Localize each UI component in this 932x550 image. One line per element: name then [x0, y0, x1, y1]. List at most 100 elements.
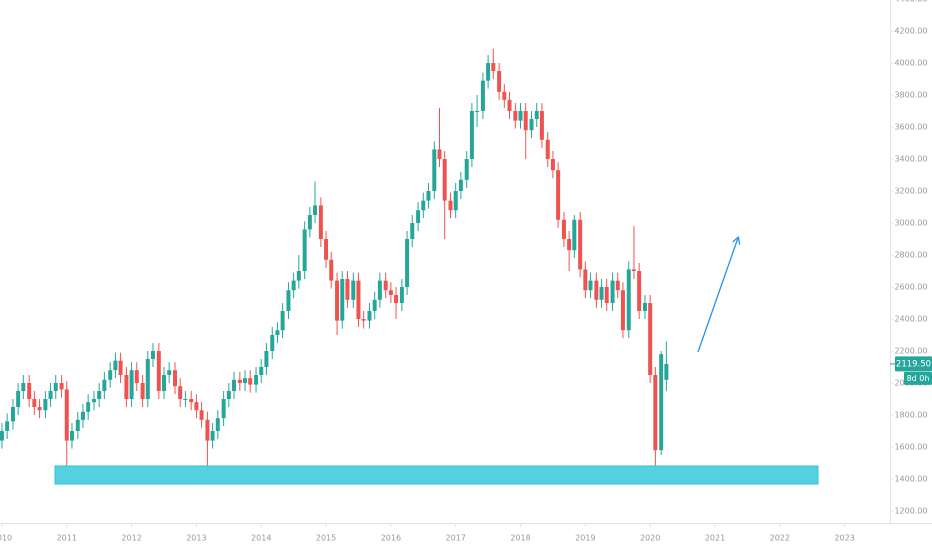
candle-body: [221, 399, 226, 419]
last-price-box: [895, 356, 932, 372]
candle-body: [405, 239, 410, 288]
y-tick-label: 1200.00: [894, 507, 927, 516]
candle-body: [469, 111, 474, 160]
candle-body: [610, 280, 615, 304]
candle-body: [161, 375, 166, 392]
countdown-label: 8d 0h: [907, 374, 930, 383]
candle-body: [145, 359, 150, 400]
candle-body: [631, 269, 636, 272]
candle-body: [243, 378, 248, 384]
candle-body: [502, 91, 507, 100]
y-tick-label: 4200.00: [894, 27, 927, 36]
candle-body: [448, 200, 453, 211]
candle-body: [237, 379, 242, 384]
candle-body: [226, 391, 231, 400]
candle-body: [5, 421, 10, 432]
candle-body: [270, 335, 275, 352]
x-tick-label: 2018: [510, 534, 530, 543]
support-zone[interactable]: [54, 465, 819, 485]
candle-body: [291, 280, 296, 291]
candle-body: [259, 367, 264, 376]
y-tick-label: 3600.00: [894, 123, 927, 132]
candle-body: [588, 280, 593, 291]
candle-body: [637, 271, 642, 312]
candle-body: [399, 287, 404, 304]
candle-body: [156, 351, 161, 392]
candle-body: [642, 303, 647, 312]
candle-body: [345, 279, 350, 300]
candle-body: [37, 407, 42, 411]
candle-body: [178, 386, 183, 400]
candle-body: [383, 280, 388, 291]
candle-body: [329, 259, 334, 281]
candles: [0, 48, 669, 480]
x-tick-label: 2015: [316, 534, 336, 543]
candle-body: [32, 399, 37, 408]
candle-body: [307, 215, 312, 230]
last-price-label: 2119.50: [896, 359, 931, 369]
candle-body: [426, 191, 431, 201]
candle-body: [648, 303, 653, 376]
candle-body: [189, 399, 194, 403]
candle-body: [113, 360, 118, 371]
candle-body: [599, 287, 604, 300]
candle-body: [626, 269, 631, 331]
candle-body: [140, 383, 145, 400]
y-tick-label: 2600.00: [894, 283, 927, 292]
x-tick-label: 2020: [640, 534, 660, 543]
candle-body: [183, 399, 188, 401]
x-tick-label: 2022: [770, 534, 790, 543]
candle-body: [491, 63, 496, 72]
candle-body: [280, 311, 285, 331]
candle-body: [124, 375, 129, 400]
countdown-box: [904, 371, 932, 385]
y-tick-label: 4000.00: [894, 59, 927, 68]
candle-body: [275, 330, 280, 336]
candle-body: [594, 280, 599, 300]
candle-body: [210, 431, 215, 441]
candle-body: [523, 111, 528, 131]
candle-body: [410, 223, 415, 240]
x-tick-label: 2019: [575, 534, 595, 543]
candle-body: [556, 170, 561, 220]
candle-body: [507, 99, 512, 112]
candle-body: [659, 354, 664, 451]
candle-body: [215, 418, 220, 432]
trend-arrow[interactable]: [697, 238, 738, 353]
candle-body: [361, 319, 366, 321]
candle-body: [416, 210, 421, 224]
candle-body: [102, 379, 107, 392]
y-tick-label: 2200.00: [894, 347, 927, 356]
candle-body: [43, 399, 48, 411]
candle-body: [480, 80, 485, 112]
candle-body: [458, 179, 463, 192]
candle-body: [27, 383, 32, 400]
candle-body: [464, 159, 469, 180]
candle-body: [264, 351, 269, 368]
candle-body: [324, 239, 329, 260]
candle-body: [97, 391, 102, 400]
y-tick-label: 1800.00: [894, 411, 927, 420]
y-tick-label: 3800.00: [894, 91, 927, 100]
candle-body: [118, 360, 123, 376]
y-tick-label: 3000.00: [894, 219, 927, 228]
y-tick-label: 4400.00: [894, 0, 927, 4]
y-tick-label: 3400.00: [894, 155, 927, 164]
candle-body: [80, 411, 85, 420]
candle-body: [572, 219, 577, 251]
candle-body: [615, 280, 620, 291]
candle-body: [48, 391, 53, 400]
candle-body: [394, 295, 399, 304]
candle-body: [313, 205, 318, 216]
candle-body: [134, 370, 139, 384]
candle-body: [561, 219, 566, 240]
x-tick-label: 2017: [446, 534, 466, 543]
y-tick-label: 2800.00: [894, 251, 927, 260]
candle-body: [53, 383, 58, 392]
candle-body: [86, 402, 91, 412]
candle-body: [367, 311, 372, 321]
candle-body: [518, 111, 523, 121]
x-tick-label: 2012: [121, 534, 141, 543]
x-tick-label: 2010: [0, 534, 12, 543]
